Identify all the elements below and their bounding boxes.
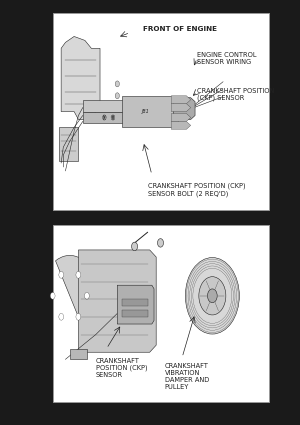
Polygon shape bbox=[59, 128, 78, 161]
Polygon shape bbox=[70, 348, 87, 359]
Circle shape bbox=[115, 81, 119, 87]
Text: CRANKSHAFT POSITION
(CKP) SENSOR: CRANKSHAFT POSITION (CKP) SENSOR bbox=[197, 88, 274, 101]
Circle shape bbox=[59, 272, 64, 278]
Text: ENGINE CONTROL
SENSOR WIRING: ENGINE CONTROL SENSOR WIRING bbox=[197, 52, 257, 65]
Text: CRANKSHAFT
VIBRATION
DAMPER AND
PULLEY: CRANKSHAFT VIBRATION DAMPER AND PULLEY bbox=[165, 363, 209, 390]
Polygon shape bbox=[61, 37, 100, 119]
Circle shape bbox=[59, 313, 64, 320]
Bar bbox=[52, 13, 268, 210]
Circle shape bbox=[85, 292, 89, 299]
Text: CRANKSHAFT POSITION (CKP)
SENSOR BOLT (2 REQ'D): CRANKSHAFT POSITION (CKP) SENSOR BOLT (2… bbox=[148, 183, 245, 197]
Bar bbox=[52, 225, 268, 402]
Circle shape bbox=[158, 239, 164, 247]
Circle shape bbox=[76, 272, 81, 278]
Circle shape bbox=[132, 242, 138, 251]
Wedge shape bbox=[56, 255, 98, 331]
Circle shape bbox=[76, 313, 81, 320]
Polygon shape bbox=[122, 310, 148, 317]
Circle shape bbox=[50, 292, 55, 299]
Polygon shape bbox=[171, 122, 191, 129]
Polygon shape bbox=[83, 100, 186, 112]
Polygon shape bbox=[122, 96, 178, 128]
Circle shape bbox=[115, 93, 119, 99]
Text: FRONT OF ENGINE: FRONT OF ENGINE bbox=[143, 26, 217, 31]
Polygon shape bbox=[78, 250, 156, 352]
Polygon shape bbox=[171, 96, 191, 104]
Text: CRANKSHAFT
POSITION (CKP)
SENSOR: CRANKSHAFT POSITION (CKP) SENSOR bbox=[96, 357, 147, 378]
Circle shape bbox=[185, 258, 239, 334]
Circle shape bbox=[208, 289, 217, 303]
Text: J81: J81 bbox=[142, 109, 149, 114]
Polygon shape bbox=[117, 285, 154, 324]
Polygon shape bbox=[173, 98, 195, 119]
Polygon shape bbox=[171, 104, 191, 112]
Polygon shape bbox=[122, 299, 148, 306]
Polygon shape bbox=[83, 112, 171, 123]
Polygon shape bbox=[171, 113, 191, 122]
Circle shape bbox=[199, 277, 226, 315]
